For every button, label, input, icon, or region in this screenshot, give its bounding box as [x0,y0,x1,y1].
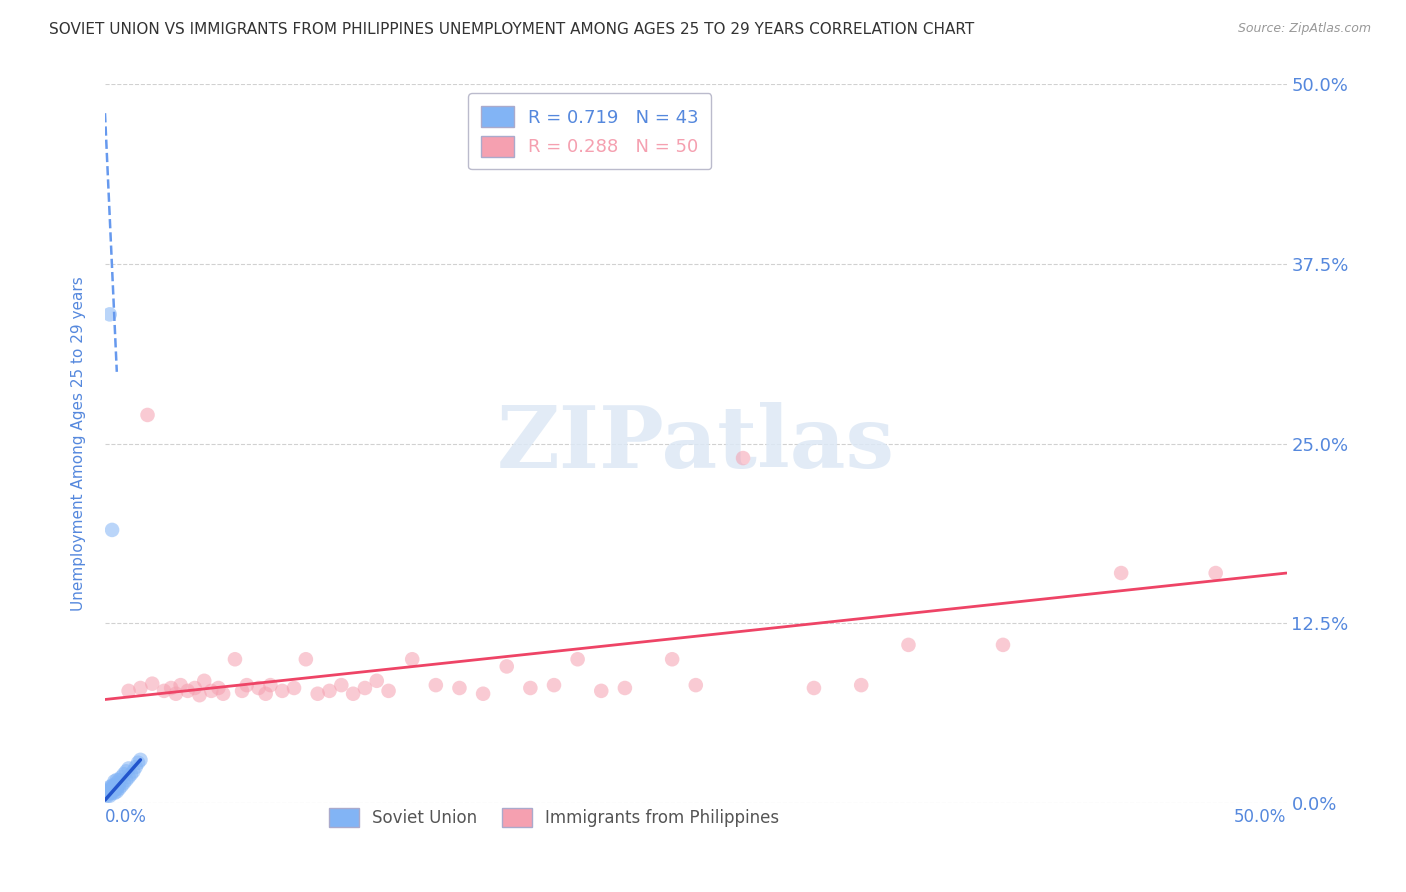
Point [112,767,135,781]
Point [103,774,125,789]
Legend: Soviet Union, Immigrants from Philippines: Soviet Union, Immigrants from Philippine… [322,802,786,834]
Point [425,678,447,692]
Point [98,789,121,803]
Point [377,684,399,698]
Point [495,659,517,673]
Point [136,408,159,422]
Point [103,781,125,796]
Point [101,783,124,797]
Point [98,780,121,794]
Point [117,684,139,698]
Point [105,781,128,796]
Point [342,687,364,701]
Point [567,652,589,666]
Point [543,678,565,692]
Point [153,684,176,698]
Point [160,681,183,695]
Point [236,678,259,692]
Point [108,772,131,787]
Point [117,762,139,776]
Point [247,681,270,695]
Point [101,784,124,798]
Point [96,789,118,803]
Point [188,688,211,702]
Point [98,786,121,800]
Point [851,678,873,692]
Point [96,788,118,802]
Point [803,681,825,695]
Point [101,523,124,537]
Point [366,673,388,688]
Point [105,779,128,793]
Point [105,784,128,798]
Point [991,638,1014,652]
Point [103,779,125,793]
Point [120,767,142,781]
Point [115,764,138,779]
Point [110,779,132,793]
Point [103,783,125,797]
Point [184,681,207,695]
Point [519,681,541,695]
Point [295,652,318,666]
Point [307,687,329,701]
Point [110,770,132,784]
Point [731,451,754,466]
Text: ZIPatlas: ZIPatlas [496,401,894,486]
Text: SOVIET UNION VS IMMIGRANTS FROM PHILIPPINES UNEMPLOYMENT AMONG AGES 25 TO 29 YEA: SOVIET UNION VS IMMIGRANTS FROM PHILIPPI… [49,22,974,37]
Point [224,652,246,666]
Point [685,678,707,692]
Point [98,781,121,796]
Point [591,684,613,698]
Point [401,652,423,666]
Point [105,776,128,790]
Point [193,673,215,688]
Point [101,779,124,793]
Point [283,681,305,695]
Point [98,784,121,798]
Point [259,678,281,692]
Point [897,638,920,652]
Point [98,307,121,321]
Point [254,687,277,701]
Y-axis label: Unemployment Among Ages 25 to 29 years: Unemployment Among Ages 25 to 29 years [72,277,86,611]
Point [318,684,340,698]
Point [127,756,149,770]
Point [101,786,124,800]
Point [96,786,118,800]
Point [449,681,471,695]
Point [108,777,131,791]
Point [165,687,187,701]
Point [129,681,152,695]
Point [108,781,131,796]
Point [117,770,139,784]
Point [472,687,495,701]
Point [105,772,128,787]
Point [231,684,253,698]
Point [115,772,138,787]
Point [177,684,200,698]
Point [212,687,235,701]
Point [125,760,148,774]
Point [141,676,163,690]
Point [271,684,294,698]
Point [129,753,152,767]
Text: Source: ZipAtlas.com: Source: ZipAtlas.com [1237,22,1371,36]
Point [354,681,377,695]
Point [200,684,222,698]
Point [96,784,118,798]
Point [101,781,124,796]
Point [661,652,683,666]
Point [103,786,125,800]
Point [1205,566,1227,580]
Point [122,764,145,779]
Point [613,681,636,695]
Point [207,681,229,695]
Point [98,783,121,797]
Point [330,678,353,692]
Point [1109,566,1132,580]
Point [112,776,135,790]
Point [169,678,191,692]
